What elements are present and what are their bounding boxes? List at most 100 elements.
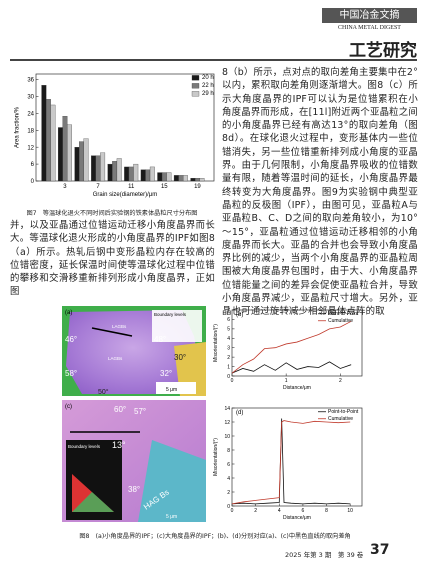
- angle: 30°: [174, 353, 186, 362]
- y-tick-label: 30: [27, 95, 34, 101]
- bar: [91, 155, 96, 182]
- panel-label: (b): [236, 312, 243, 318]
- legend-title: Boundary levels: [154, 312, 187, 317]
- y-tick-label: 1: [227, 364, 230, 370]
- angle: 50°: [98, 388, 109, 396]
- y-axis-label: Misorientation/(°): [213, 324, 219, 362]
- bar: [79, 141, 84, 182]
- bar: [50, 104, 56, 182]
- page-number: 37: [370, 542, 390, 558]
- legend-title: Boundary levels: [68, 444, 101, 449]
- y-tick-label: 6: [227, 317, 230, 323]
- bar: [83, 138, 89, 182]
- legend-swatch: [191, 75, 200, 81]
- bar: [190, 178, 196, 182]
- y-tick-label: 8: [227, 448, 230, 454]
- bar: [45, 99, 51, 182]
- bar: [57, 127, 63, 182]
- figure8-caption: 图8 (a)小角度晶界的IPF；(c)大角度晶界的IPF；(b)、(d)分别对应…: [79, 533, 351, 540]
- x-tick-label: 7: [96, 184, 100, 190]
- x-tick-label: 19: [194, 184, 201, 190]
- legend-box: [152, 310, 202, 342]
- journal-cn: 中国冶金文摘: [322, 8, 417, 23]
- bar: [62, 116, 68, 182]
- bar: [195, 178, 200, 182]
- line: [231, 361, 352, 374]
- legend-label: 29 h: [202, 91, 214, 97]
- bar: [133, 163, 139, 182]
- bar: [74, 147, 80, 182]
- bar: [166, 172, 172, 182]
- right-column: 8（b）所示，点对点的取向差角主要集中在2°以内，累积取向差角则逐渐增大。图8（…: [222, 67, 418, 318]
- x-tick-label: 0: [231, 508, 234, 514]
- x-axis-label: Grain size(diameter)/μm: [93, 192, 157, 198]
- y-tick-label: 7: [227, 308, 230, 314]
- scale-bar: 5 μm: [166, 387, 177, 393]
- x-tick-label: 6: [302, 508, 305, 514]
- panel-c-image: (c) 60° 57° Boundary levels 13° 38° HAG …: [62, 400, 206, 522]
- panel-label: (c): [65, 404, 72, 410]
- y-tick-label: 0: [227, 374, 230, 380]
- bar: [107, 163, 113, 182]
- y-tick-label: 10: [224, 434, 230, 440]
- y-tick-label: 0: [227, 504, 230, 510]
- angle: 60°: [114, 405, 126, 414]
- ebsd-grain: [138, 440, 206, 522]
- angle: 57°: [134, 407, 146, 416]
- panel-a-image: (a) Boundary levels LAGBs LAGBs 46° 48° …: [62, 306, 206, 396]
- y-tick-label: 0: [31, 179, 35, 185]
- line: [231, 420, 351, 505]
- y-tick-label: 12: [224, 420, 230, 426]
- x-tick-label: 4: [278, 508, 281, 514]
- angle: 58°: [65, 369, 77, 378]
- angle: 48°: [154, 335, 166, 344]
- bar: [173, 175, 179, 182]
- y-tick-label: 24: [27, 112, 34, 118]
- line: [231, 320, 352, 374]
- header-rule: [10, 59, 417, 61]
- y-tick-label: 3: [227, 345, 230, 351]
- x-axis-label: Distance/μm: [283, 515, 311, 521]
- figure7-chart: 0 6 12 18 24 30 36 3 7 11 15 19 Grain size(diameter)…: [14, 73, 215, 198]
- bar: [157, 172, 163, 182]
- x-tick-label: 3: [63, 184, 67, 190]
- bar: [41, 85, 47, 182]
- bar: [183, 175, 188, 182]
- y-tick-label: 18: [27, 128, 34, 134]
- y-tick-label: 36: [27, 78, 34, 84]
- y-tick-label: 4: [227, 476, 230, 482]
- y-tick-label: 4: [227, 336, 230, 342]
- bar: [112, 161, 118, 182]
- y-tick-label: 12: [27, 145, 34, 151]
- panel-label: (a): [65, 310, 72, 316]
- label: LAGBs: [108, 356, 123, 361]
- y-tick-label: 14: [224, 406, 230, 412]
- panel-d-chart: (d) 0 2 4 6 8 10 12 14 0 2 4 6 8 10 Distance/μm Misorie…: [213, 406, 363, 521]
- plot-frame: [231, 309, 363, 377]
- bar: [124, 166, 130, 182]
- legend-swatch: [191, 83, 200, 89]
- legend-swatch: [191, 91, 200, 97]
- y-tick-label: 6: [227, 462, 230, 468]
- x-tick-label: 2: [339, 378, 342, 384]
- y-axis-label: Area fraction/%: [14, 106, 20, 148]
- legend-label: Point-to-Point: [328, 409, 359, 415]
- bar: [128, 166, 134, 182]
- label: LAGBs: [112, 324, 127, 329]
- left-column: 并，以及亚晶通过位错运动迁移小角度晶界而长大。等温球化退火形成的小角度晶界的IP…: [10, 220, 215, 298]
- bar: [116, 158, 122, 182]
- legend-label: 20 h: [202, 75, 214, 81]
- line: [231, 418, 351, 505]
- issue: 2025 年第 3 期 第 39 卷: [285, 551, 364, 559]
- x-tick-label: 11: [128, 184, 135, 190]
- y-axis-label: Misorientation/(°): [213, 438, 219, 476]
- bar: [178, 175, 184, 182]
- x-axis-label: Distance/μm: [283, 385, 311, 391]
- x-tick-label: 0: [231, 378, 234, 384]
- x-tick-label: 2: [254, 508, 257, 514]
- scan-line: [91, 327, 133, 337]
- section-title: 工艺研究: [349, 41, 417, 61]
- angle: 46°: [65, 335, 77, 344]
- plot-frame: [231, 407, 363, 507]
